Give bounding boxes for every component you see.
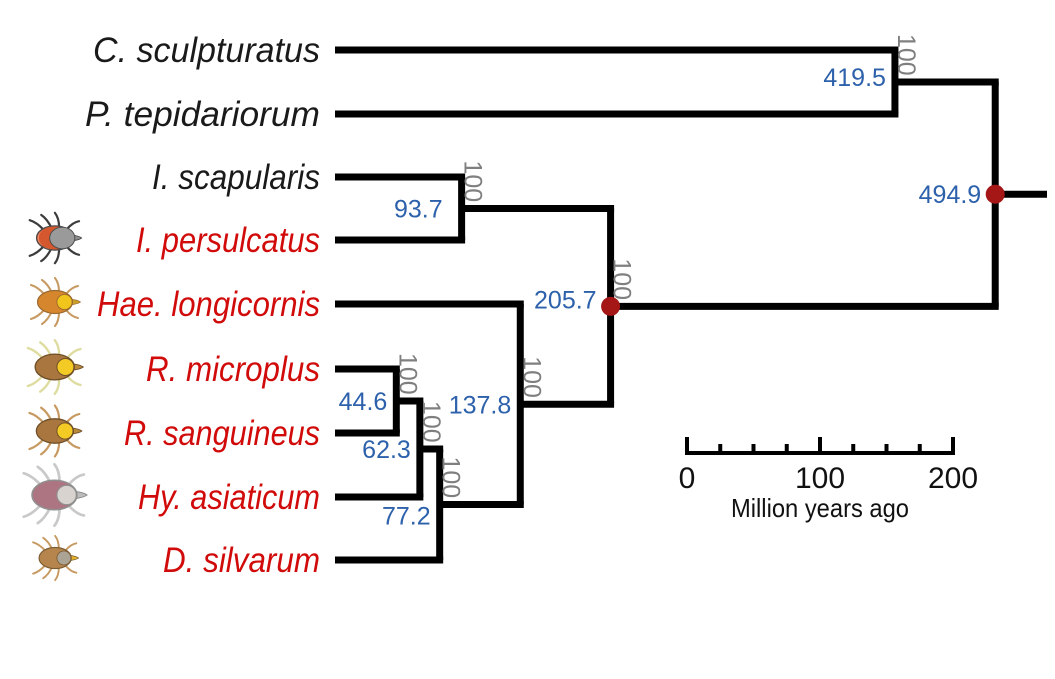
- scale-tick-label: 200: [928, 462, 978, 495]
- node-age-label: 494.9: [919, 181, 982, 209]
- divergence-node-dot: [985, 184, 1005, 204]
- rhipicephalus-microplus-tick-icon: [26, 338, 85, 396]
- node-age-label: 44.6: [339, 388, 388, 416]
- bootstrap-label: 100: [417, 401, 445, 443]
- tip-label-r-microplus: R. microplus: [146, 350, 320, 389]
- tip-label-p-tepidariorum: P. tepidariorum: [85, 95, 320, 134]
- node-age-label: 93.7: [394, 196, 443, 224]
- scale-tick-label: 100: [795, 462, 845, 495]
- node-age-label: 419.5: [823, 64, 886, 92]
- tip-label-d-silvarum: D. silvarum: [163, 541, 320, 580]
- scale-tick-label: 0: [679, 462, 696, 495]
- rhipicephalus-sanguineus-tick-icon: [28, 404, 83, 458]
- tip-label-r-sanguineus: R. sanguineus: [124, 414, 320, 453]
- tip-label-i-persulcatus: I. persulcatus: [136, 221, 320, 260]
- haemaphysalis-longicornis-tick-icon: [29, 276, 82, 328]
- bootstrap-label: 100: [393, 353, 421, 395]
- node-age-label: 205.7: [534, 286, 597, 314]
- ixodes-persulcatus-tick-icon: [28, 211, 83, 265]
- time-scale-bar: 0 100 200 Million years ago: [679, 437, 978, 523]
- tip-label-c-sculpturatus: C. sculpturatus: [93, 31, 320, 70]
- node-age-label: 62.3: [362, 436, 411, 464]
- tip-label-hae-longicornis: Hae. longicornis: [97, 285, 320, 324]
- bootstrap-label: 100: [892, 34, 920, 76]
- scale-caption: Million years ago: [731, 493, 909, 523]
- bootstrap-label: 100: [517, 356, 545, 398]
- bootstrap-label: 100: [608, 258, 636, 300]
- bootstrap-label: 100: [459, 161, 487, 203]
- dermacentor-silvarum-tick-icon: [32, 534, 80, 582]
- divergence-node-dot: [601, 296, 621, 316]
- tip-label-hy-asiaticum: Hy. asiaticum: [138, 478, 320, 517]
- bootstrap-label: 100: [437, 457, 465, 499]
- tree-labels: 419.510093.710044.610062.310077.2100137.…: [22, 31, 1005, 582]
- hyalomma-asiaticum-tick-icon: [22, 462, 88, 528]
- node-age-label: 137.8: [449, 391, 512, 419]
- node-age-label: 77.2: [382, 503, 431, 531]
- tree-branches: [335, 46, 1047, 564]
- tip-label-i-scapularis: I. scapularis: [152, 158, 320, 197]
